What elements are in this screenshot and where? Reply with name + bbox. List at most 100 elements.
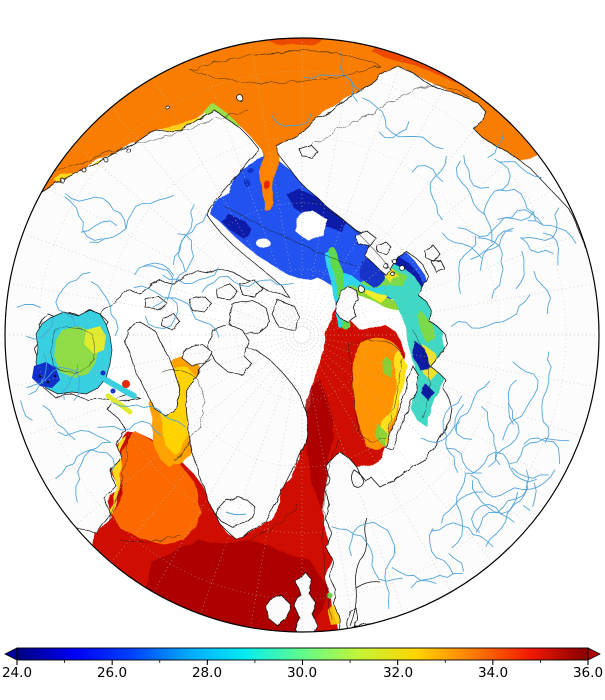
region-kara-green (360, 270, 436, 346)
region-ungava-yellow (105, 393, 133, 415)
region-strait-plume (261, 148, 278, 210)
river (451, 473, 466, 548)
river (488, 402, 520, 468)
graticule-meridian (303, 41, 355, 328)
river (470, 227, 514, 260)
contour-bering-loop (189, 51, 381, 84)
river (64, 196, 103, 241)
region-hudson-yellow (84, 326, 106, 354)
river (532, 482, 537, 507)
contour-baffin (161, 369, 204, 461)
river (134, 262, 175, 276)
region-strait-navy-2 (110, 388, 116, 394)
graticule-meridian (110, 340, 298, 564)
region-fram-cyan-band (322, 249, 344, 329)
land-victoria-island (227, 299, 271, 335)
ice-hole-1 (294, 214, 330, 238)
colorbar-label-34: 34.0 (478, 665, 508, 681)
river (457, 209, 544, 238)
contour-barents (349, 339, 404, 442)
river (448, 553, 465, 572)
graticule (5, 38, 599, 632)
contour-chukotka-north (309, 85, 469, 147)
graticule-meridian (8, 336, 295, 388)
graticule-meridian (249, 342, 301, 629)
graticule-meridian (8, 282, 295, 334)
land-franz-josef-2 (391, 258, 397, 264)
river (542, 232, 559, 266)
land-aleutian-4 (125, 147, 131, 153)
colorbar-label-36: 36.0 (573, 665, 603, 681)
river (470, 469, 556, 498)
region-atlantic-dark (145, 380, 334, 632)
coast-white-sea (351, 469, 365, 488)
river (502, 361, 539, 441)
graticule-meridian (21, 337, 295, 438)
river (498, 188, 536, 222)
graticule-parallel (37, 70, 567, 600)
land-st-lawrence (236, 94, 244, 102)
contour-chukchi (223, 205, 357, 267)
river (533, 271, 551, 315)
graticule-parallel (169, 202, 435, 468)
contour-labrador (107, 433, 181, 542)
river (454, 404, 473, 440)
graticule-meridian (306, 106, 494, 330)
land-franz-josef-3 (399, 265, 405, 271)
graticule-meridian (73, 143, 297, 331)
river (64, 193, 127, 229)
land-melville-island (189, 295, 213, 313)
river (391, 567, 437, 584)
graticule-parallel (235, 268, 369, 402)
colorbar-label-24: 24.0 (2, 665, 32, 681)
river (464, 451, 537, 483)
graticule-parallel (279, 312, 325, 358)
river (384, 547, 396, 610)
graticule-meridian (305, 76, 452, 329)
contour-hudson (50, 327, 95, 372)
region-chukchi-navy-2 (222, 214, 252, 238)
river (451, 294, 531, 329)
land-eurasia (275, 65, 599, 632)
river (362, 97, 444, 150)
river (97, 420, 162, 436)
colorbar-labels: 24.0 26.0 28.0 30.0 32.0 34.0 36.0 (2, 665, 603, 681)
colorbar: 24.0 26.0 28.0 30.0 32.0 34.0 36.0 (2, 647, 603, 681)
river (455, 380, 491, 433)
colorbar-left-arrow (4, 647, 18, 661)
graticule-parallel (103, 136, 501, 534)
river (20, 400, 33, 421)
region-strait-red (264, 182, 272, 190)
river (442, 395, 462, 473)
river (487, 131, 505, 158)
land-great-britain (293, 571, 319, 632)
river (523, 505, 531, 511)
river (420, 421, 461, 444)
graticule-meridian (307, 143, 531, 331)
colorbar-right-arrow (587, 647, 601, 661)
land-ireland (265, 595, 291, 627)
colorbar-label-28: 28.0 (192, 665, 222, 681)
land-layer (5, 65, 599, 632)
river (80, 220, 118, 233)
graticule-meridian (309, 336, 596, 388)
inland-seas (32, 309, 381, 627)
river (508, 437, 570, 465)
river (458, 235, 477, 294)
river (471, 503, 515, 533)
ice-hole-2 (256, 236, 268, 248)
river (541, 351, 552, 444)
river (455, 160, 485, 215)
land-baffin-island (125, 321, 181, 417)
land-iceland (214, 496, 257, 528)
river (479, 230, 513, 271)
river (521, 207, 560, 241)
region-ungava-red (122, 380, 130, 388)
river (442, 232, 482, 259)
river (348, 521, 396, 557)
graticule-meridian (303, 342, 355, 629)
region-barents-yellow (380, 352, 408, 444)
graticule-meridian (110, 106, 298, 330)
